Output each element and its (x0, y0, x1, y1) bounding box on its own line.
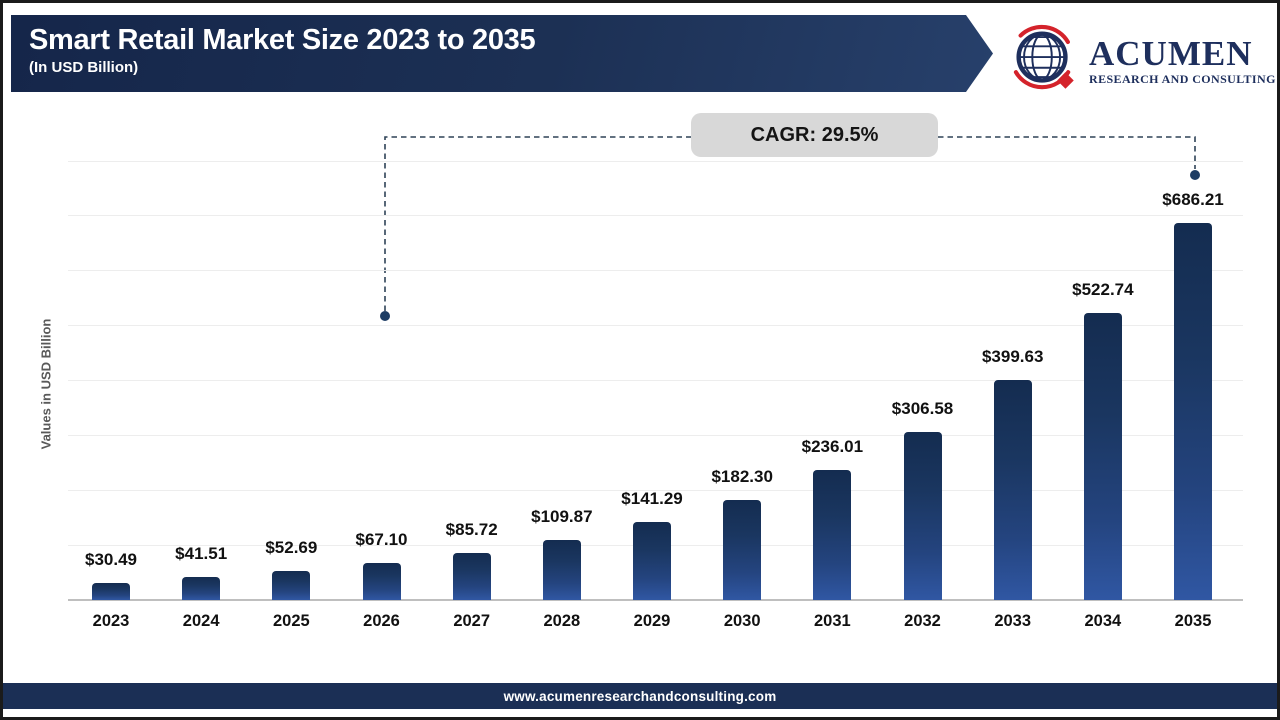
category-label-2032: 2032 (904, 612, 941, 630)
bar-2031 (813, 470, 852, 600)
gridline-600 (68, 270, 1243, 272)
bar-2033 (993, 380, 1032, 600)
value-label-2023: $30.49 (85, 550, 137, 570)
bar-2030 (723, 499, 762, 600)
gridline-800 (68, 160, 1243, 162)
value-label-2028: $109.87 (531, 506, 593, 526)
category-label-2025: 2025 (272, 612, 310, 630)
bar-2027 (452, 552, 491, 600)
footer-bar: www.acumenresearchandconsulting.com (3, 683, 1277, 709)
gridline-200 (68, 490, 1243, 492)
bar-2032 (903, 431, 942, 600)
category-label-2030: 2030 (723, 612, 761, 630)
value-label-2029: $141.29 (621, 489, 683, 509)
gridline-300 (68, 435, 1243, 437)
y-axis-label: Values in USD Billion (38, 318, 54, 450)
connector-dot-2026 (380, 311, 390, 321)
category-label-2034: 2034 (1084, 612, 1122, 630)
logo-brand-name: ACUMEN (1089, 33, 1253, 73)
bar-2025 (272, 571, 311, 600)
bar-2034 (1083, 312, 1122, 600)
bar-2026 (362, 563, 401, 600)
gridline-400 (68, 380, 1243, 382)
category-label-2035: 2035 (1174, 612, 1212, 630)
connector-dot-2035 (1190, 170, 1200, 180)
globe-icon (1005, 20, 1083, 103)
bar-2029 (633, 522, 672, 600)
category-label-2027: 2027 (453, 612, 491, 630)
bar-2028 (542, 539, 581, 600)
value-label-2026: $67.10 (355, 530, 408, 550)
x-axis-line (68, 599, 1243, 601)
value-label-2032: $306.58 (891, 398, 954, 418)
category-label-2023: 2023 (92, 612, 130, 630)
gridline-500 (68, 325, 1243, 327)
bar-2035 (1174, 223, 1213, 600)
value-label-2024: $41.51 (175, 544, 228, 564)
gridline-700 (68, 215, 1243, 217)
category-label-2033: 2033 (994, 612, 1032, 630)
value-label-2030: $182.30 (711, 466, 773, 486)
bar-2023 (92, 583, 130, 600)
bar-2024 (182, 577, 221, 600)
value-label-2031: $236.01 (801, 437, 864, 457)
category-label-2026: 2026 (363, 612, 400, 630)
brand-logo: ACUMEN RESEARCH AND CONSULTING (1005, 19, 1275, 103)
category-label-2031: 2031 (814, 612, 851, 630)
value-label-2025: $52.69 (265, 538, 318, 558)
page-subtitle: (In USD Billion) (29, 59, 139, 76)
footer-website-link[interactable]: www.acumenresearchandconsulting.com (503, 688, 777, 704)
value-label-2035: $686.21 (1162, 190, 1224, 209)
cagr-badge: CAGR: 29.5% (691, 113, 938, 157)
logo-text: ACUMEN RESEARCH AND CONSULTING (1089, 33, 1276, 87)
page-title: Smart Retail Market Size 2023 to 2035 (29, 24, 536, 56)
value-label-2034: $522.74 (1072, 279, 1134, 299)
header-banner: Smart Retail Market Size 2023 to 2035 (I… (11, 15, 993, 92)
category-label-2028: 2028 (543, 612, 581, 630)
cagr-value-text: CAGR: 29.5% (750, 123, 879, 146)
category-label-2024: 2024 (182, 612, 220, 630)
value-label-2033: $399.63 (981, 347, 1044, 367)
logo-tagline: RESEARCH AND CONSULTING (1089, 71, 1276, 86)
value-label-2027: $85.72 (445, 519, 498, 539)
category-label-2029: 2029 (633, 612, 671, 630)
